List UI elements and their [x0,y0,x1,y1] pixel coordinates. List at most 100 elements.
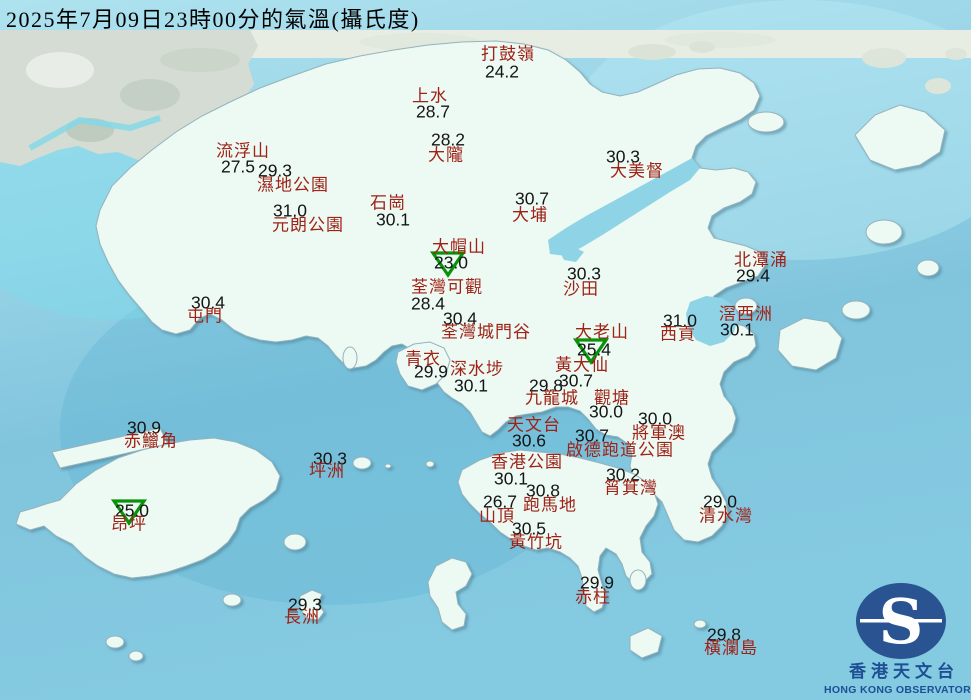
station-label: 天文台 [507,415,561,435]
station-label: 九龍城 [525,388,579,408]
station-label: 坪洲 [309,461,345,481]
land-ne-island-1 [854,104,946,171]
station-label: 將軍澳 [632,423,686,443]
land-ma-wan [342,346,358,370]
station-value: 30.7 [558,370,594,391]
station-value: 30.1 [493,468,529,489]
station-label: 荃灣可觀 [411,277,483,297]
station-label: 黃大仙 [555,355,609,375]
logo-chinese-text: 香港天文台 [849,661,959,681]
station-value: 30.1 [719,319,755,340]
station-label: 跑馬地 [523,495,577,515]
station-label: 沙田 [563,279,599,299]
min-temperature-marker-icon [111,499,147,526]
min-temperature-marker-icon [430,251,466,278]
station-value: 30.6 [511,430,547,451]
station-value: 30.3 [566,263,602,284]
station-value: 30.5 [511,518,547,539]
land-peng-chau [352,456,372,470]
station-label: 上水 [412,86,448,106]
station-label: 橫瀾島 [704,638,758,658]
station-value: 28.4 [410,293,446,314]
station-label: 長洲 [284,607,320,627]
water-inlets [548,158,738,346]
land-waglan [693,619,707,629]
station-value: 30.8 [525,480,561,501]
station-label: 山頂 [479,506,515,526]
station-value: 30.4 [190,292,226,313]
water-shing-mun-river [560,246,584,262]
land-lamma [427,557,473,631]
water-port-shelter [686,296,738,346]
station-value: 29.9 [413,361,449,382]
station-label: 打鼓嶺 [481,44,535,64]
station-label: 啟德跑道公園 [566,440,674,460]
station-value: 31.0 [272,200,308,221]
hko-logo: S 香港天文台 HONG KONG OBSERVATORY [824,583,971,696]
land-islet-2 [384,463,392,469]
land-cheung-chau [299,589,325,621]
land-tsing-yi [395,341,451,391]
station-value: 24.2 [484,61,520,82]
station-label: 大老山 [575,322,629,342]
station-label: 赤柱 [575,587,611,607]
station-value: 30.2 [605,464,641,485]
land-ne-island-3 [865,219,903,245]
station-value: 29.8 [706,624,742,645]
station-label: 清水灣 [699,506,753,526]
land-islet-1 [425,460,435,468]
station-label: 大美督 [610,161,664,181]
station-label: 昂坪 [111,514,147,534]
station-value: 29.9 [579,572,615,593]
land-po-toi-1 [629,569,647,591]
logo-s-glyph: S [879,585,924,658]
land-hk-island [457,449,659,613]
map-title: 2025年7月09日23時00分的氣溫(攝氏度) [6,7,420,32]
station-value: 30.7 [514,188,550,209]
land-soko-1 [105,635,125,649]
station-value: 30.7 [574,425,610,446]
station-label: 屯門 [187,306,223,326]
land-soko-2 [128,650,144,662]
station-label: 大隴 [428,145,464,165]
station-label: 荃灣城門谷 [441,322,531,342]
station-value: 29.3 [287,594,323,615]
station-label: 赤鱲角 [124,431,178,451]
land-shelter-island [734,297,758,315]
station-label: 大帽山 [432,237,486,257]
station-label: 濕地公園 [257,175,329,195]
station-value: 26.7 [482,491,518,512]
station-label: 元朗公園 [272,215,344,235]
station-value: 30.0 [588,401,624,422]
station-value: 29.0 [702,491,738,512]
station-label: 深水埗 [450,359,504,379]
station-label: 香港公園 [491,452,563,472]
logo-english-text: HONG KONG OBSERVATORY [824,684,971,696]
station-label: 石崗 [370,193,406,213]
station-value: 25.0 [114,500,150,521]
water-tolo-harbour [548,158,700,256]
station-value: 30.3 [312,448,348,469]
station-label: 滘西洲 [719,304,773,324]
land-ne-island-4 [916,259,940,277]
station-value: 28.2 [430,129,466,150]
hk-land [15,40,946,662]
land-lantau [15,437,281,579]
land-shek-kwu-chau [222,593,242,607]
min-temperature-marker-icon [573,338,609,365]
station-value: 31.0 [662,310,698,331]
station-label: 黃竹坑 [509,532,563,552]
land-airport [51,427,169,469]
land-ne-island-2 [747,111,785,133]
station-value: 29.8 [528,375,564,396]
station-label: 西貢 [660,324,696,344]
station-value: 25.4 [576,339,612,360]
station-label: 觀塘 [594,388,630,408]
station-value: 29.4 [735,265,771,286]
station-value: 30.1 [375,209,411,230]
land-high-island [777,317,843,371]
station-value: 30.9 [126,417,162,438]
